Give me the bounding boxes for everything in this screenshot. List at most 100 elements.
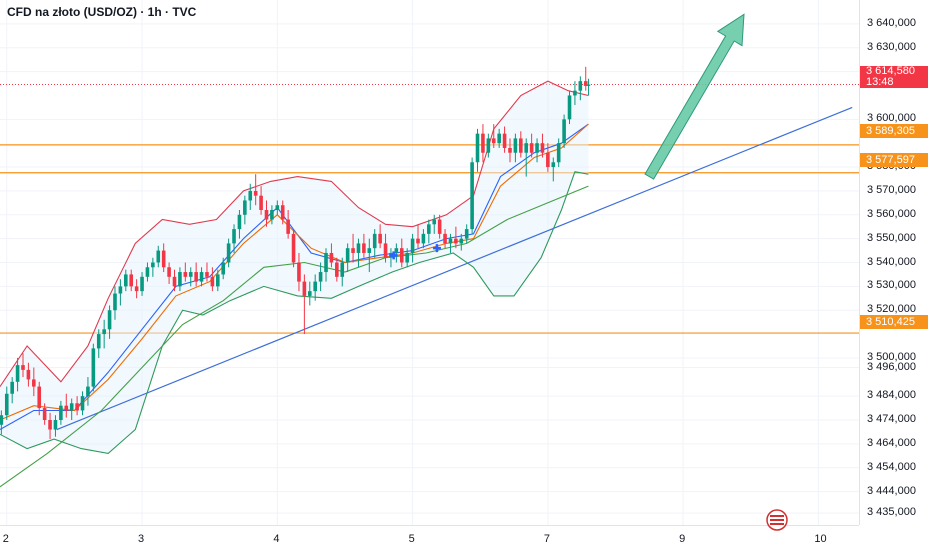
candle bbox=[302, 274, 307, 335]
candle bbox=[259, 186, 263, 215]
candle bbox=[0, 410, 4, 435]
candle-body bbox=[75, 403, 79, 411]
candle bbox=[427, 219, 431, 244]
candle-body bbox=[188, 272, 193, 277]
candle bbox=[113, 286, 117, 320]
candle bbox=[226, 238, 231, 268]
time-tick-label: 7 bbox=[543, 533, 550, 545]
candle bbox=[546, 143, 550, 172]
level-label: 3 510,425 bbox=[860, 315, 928, 329]
candle-body bbox=[167, 267, 171, 277]
candle bbox=[161, 243, 166, 273]
candle-body bbox=[10, 381, 14, 394]
candle-body bbox=[4, 393, 9, 416]
candle bbox=[535, 138, 539, 163]
candle-body bbox=[356, 243, 361, 253]
candle bbox=[232, 224, 236, 253]
candle-body bbox=[427, 224, 431, 234]
candle bbox=[378, 224, 382, 249]
candle-body bbox=[259, 195, 263, 210]
candle-body bbox=[519, 138, 523, 153]
candle bbox=[270, 205, 274, 225]
candle-body bbox=[232, 229, 236, 244]
indicator-line bbox=[0, 80, 589, 387]
candle-body bbox=[280, 205, 285, 220]
candle-body bbox=[394, 248, 399, 253]
up-arrow-annotation[interactable] bbox=[644, 13, 745, 180]
candle bbox=[372, 229, 377, 258]
current-price-label: 3 614,580 13:48 bbox=[860, 66, 928, 88]
candle-body bbox=[161, 250, 166, 268]
candle bbox=[64, 393, 69, 418]
candle-body bbox=[253, 190, 258, 196]
candle-body bbox=[80, 396, 85, 411]
candle-body bbox=[205, 272, 209, 277]
candle-body bbox=[313, 281, 317, 292]
markers bbox=[389, 244, 441, 260]
candle bbox=[243, 195, 247, 225]
candle-body bbox=[145, 267, 150, 277]
candle bbox=[199, 267, 204, 287]
candle-body bbox=[437, 219, 442, 234]
candle bbox=[416, 224, 420, 249]
candle-body bbox=[134, 286, 139, 292]
countdown: 13:48 bbox=[866, 76, 894, 88]
candle bbox=[134, 279, 139, 299]
arrow-shape bbox=[644, 13, 745, 180]
candle bbox=[280, 200, 285, 225]
candle bbox=[48, 412, 52, 440]
price-tick-label: 3 435,000 bbox=[867, 506, 916, 519]
bollinger-bands bbox=[0, 81, 589, 454]
candle bbox=[399, 238, 404, 268]
candle bbox=[124, 269, 128, 292]
candle-body bbox=[102, 329, 106, 335]
candle bbox=[253, 174, 258, 206]
candle-body bbox=[454, 238, 458, 244]
candle bbox=[356, 238, 361, 268]
candle-body bbox=[448, 238, 453, 244]
candle bbox=[86, 377, 90, 406]
price-tick-label: 3 540,000 bbox=[867, 255, 916, 268]
candle bbox=[529, 133, 534, 158]
candle bbox=[286, 210, 290, 239]
candle-body bbox=[15, 365, 20, 382]
candle-body bbox=[524, 143, 529, 153]
time-tick-label: 5 bbox=[408, 533, 415, 545]
candle-body bbox=[221, 262, 226, 275]
candle-body bbox=[540, 143, 545, 153]
candle-body bbox=[26, 369, 31, 380]
candle-body bbox=[69, 403, 74, 411]
candle bbox=[307, 281, 312, 306]
time-tick-label: 10 bbox=[814, 533, 827, 545]
candle-body bbox=[248, 190, 253, 201]
candle-body bbox=[42, 408, 47, 420]
candle bbox=[486, 133, 491, 158]
candle bbox=[324, 248, 328, 282]
candle bbox=[562, 114, 566, 148]
price-tick-label: 3 570,000 bbox=[867, 183, 916, 196]
us-flag-icon[interactable] bbox=[766, 509, 788, 531]
candle bbox=[91, 343, 96, 392]
candle bbox=[362, 233, 366, 258]
candle-body bbox=[302, 281, 307, 296]
candle bbox=[481, 124, 485, 163]
candle bbox=[524, 138, 529, 177]
candle bbox=[556, 138, 561, 168]
candle bbox=[172, 269, 177, 292]
level-label: 3 577,597 bbox=[860, 153, 928, 167]
candle bbox=[502, 126, 507, 153]
candles bbox=[0, 66, 591, 440]
trendline[interactable] bbox=[56, 106, 853, 431]
candle bbox=[513, 133, 518, 163]
candle bbox=[32, 367, 36, 397]
candle bbox=[519, 131, 523, 158]
candle bbox=[183, 262, 188, 282]
price-tick-label: 3 530,000 bbox=[867, 279, 916, 292]
candle bbox=[491, 124, 496, 148]
candle bbox=[443, 229, 447, 249]
candle-body bbox=[91, 348, 96, 387]
candle-body bbox=[399, 248, 404, 263]
candle-body bbox=[491, 138, 496, 144]
candle bbox=[551, 157, 556, 182]
